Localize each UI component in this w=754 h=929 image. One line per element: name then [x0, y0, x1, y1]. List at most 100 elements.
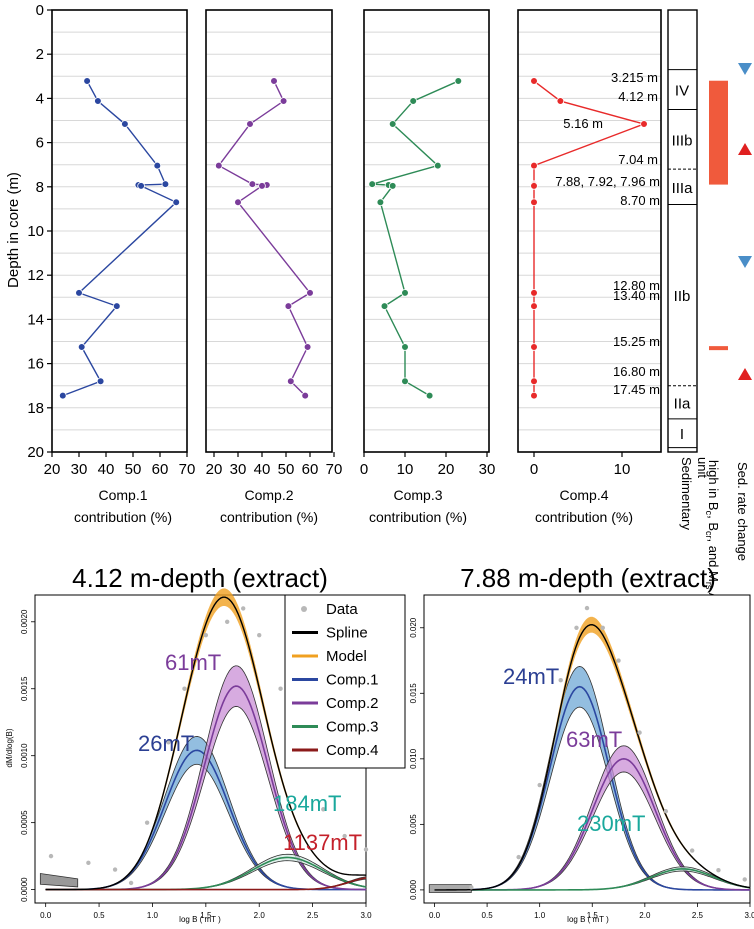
- data-point: [640, 120, 648, 128]
- data-point: [530, 289, 538, 297]
- data-point: [248, 180, 257, 188]
- x-tick-label: 2.5: [307, 911, 319, 920]
- spectrum-right: 0.0 0.5 1.0 1.5 2.0 2.5 3.0 0.000 0.005 0.010 0.01…: [409, 594, 754, 920]
- x-tick-label: 1.5: [200, 911, 212, 920]
- data-point: [409, 97, 418, 105]
- data-point: [401, 377, 409, 386]
- data-point: [83, 77, 91, 85]
- depth-label: 8.70 m: [620, 193, 660, 208]
- data-point: [637, 730, 642, 735]
- data-point: [75, 289, 83, 297]
- depth-ticks: 0 2 4 6 8 10 12 14 16 18 20: [27, 2, 52, 461]
- data-point: [433, 161, 442, 170]
- depth-label: 5.16 m: [563, 116, 603, 131]
- data-point: [530, 198, 538, 207]
- depth-axis-label: Depth in core (m): [5, 172, 22, 288]
- right-annot-230mt: 230mT: [577, 811, 645, 836]
- data-point: [530, 161, 538, 170]
- data-point: [530, 377, 538, 386]
- data-point: [556, 97, 565, 105]
- low-field-band: [39, 873, 79, 888]
- depth-label: 3.215 m: [611, 70, 658, 85]
- x-tick-label: 0.5: [482, 911, 494, 920]
- high-in-text: high in B: [706, 460, 721, 511]
- panel-frame: [51, 9, 188, 453]
- data-point: [558, 677, 563, 683]
- right-annot-24mt: 24mT: [503, 664, 559, 689]
- and-m: , and M: [706, 539, 721, 582]
- legend: Data Spline Model Comp.1 Comp.2 Comp.3 Comp.4: [284, 594, 406, 769]
- data-point: [258, 182, 266, 190]
- y-tick-label: 0.0010: [20, 743, 29, 768]
- plot-frame: [423, 594, 751, 904]
- data-point: [380, 302, 389, 310]
- data-point: [516, 854, 521, 860]
- high-in-bar-thin: [709, 346, 728, 351]
- left-annot-61mt: 61mT: [165, 650, 221, 675]
- comma-b: , B: [706, 515, 721, 531]
- depth-plots: Depth in core (m) 0 2 4 6 8 10 12 14 16 18 20 20 30…: [5, 2, 752, 616]
- x-tick-label: 0: [360, 461, 368, 478]
- data-point: [425, 391, 434, 400]
- x-tick-label: 3.0: [360, 911, 372, 920]
- data-point: [137, 182, 145, 190]
- sed-rate-increase-marker: [738, 368, 752, 380]
- y-tick-label: 2: [36, 46, 44, 63]
- sedimentary-unit-column: IV IIIb IIIa IIb IIa I: [667, 9, 698, 453]
- data-point: [530, 302, 538, 310]
- panel-frame: [363, 9, 490, 453]
- legend-label: Comp.4: [326, 742, 379, 759]
- comp2-xlabel-1: Comp.2: [244, 487, 293, 503]
- x-tick-label: 1.0: [534, 911, 546, 920]
- x-tick-label: 0.5: [94, 911, 106, 920]
- data-point: [96, 377, 105, 386]
- data-point: [716, 868, 721, 873]
- data-point: [321, 807, 326, 812]
- depth-label: 7.88, 7.92, 7.96 m: [555, 174, 660, 189]
- y-tick-label: 0.005: [409, 814, 418, 835]
- data-point: [279, 97, 288, 105]
- panel-comp2: 20 30 40 50 60 70: [205, 9, 343, 478]
- data-point: [303, 343, 312, 351]
- left-annot-26mt: 26mT: [138, 731, 194, 756]
- x-tick-label: 0.0: [40, 911, 52, 920]
- data-point: [388, 182, 397, 190]
- unit-label: IIb: [674, 288, 691, 305]
- x-tick-label: 60: [302, 461, 319, 478]
- x-tick-label: 2.0: [639, 911, 651, 920]
- x-tick-label: 20: [206, 461, 223, 478]
- data-point: [241, 606, 246, 611]
- bc-sub: c: [704, 511, 714, 516]
- x-tick-label: 70: [179, 461, 196, 478]
- legend-box: [284, 594, 406, 769]
- panel-comp1: 20 30 40 50 60 70: [44, 9, 196, 478]
- y-tick-label: 0.0015: [20, 676, 29, 701]
- legend-data-marker: [301, 606, 307, 612]
- data-point: [121, 120, 129, 128]
- data-point: [113, 302, 121, 310]
- series-line: [372, 80, 459, 397]
- legend-label: Model: [326, 648, 367, 665]
- x-tick-label: 20: [438, 461, 455, 478]
- y-tick-label: 14: [27, 311, 44, 328]
- legend-label: Comp.1: [326, 672, 379, 689]
- y-tick-label: 18: [27, 400, 44, 417]
- y-tick-label: 16: [27, 356, 44, 373]
- y-tick-label: 0.000: [409, 879, 418, 900]
- y-tick-label: 0.0005: [20, 810, 29, 835]
- x-tick-label: 70: [326, 461, 343, 478]
- y-tick-label: 0.010: [409, 748, 418, 769]
- unit-label: I: [680, 426, 684, 443]
- data-point: [215, 161, 223, 170]
- data-point: [388, 120, 397, 128]
- data-point: [286, 377, 295, 386]
- x-tick-label: 3.0: [744, 911, 754, 920]
- data-point: [376, 198, 385, 207]
- y-tick-label: 0: [36, 2, 44, 19]
- comp4-xlabel-1: Comp.4: [559, 487, 608, 503]
- data-point: [663, 809, 669, 814]
- x-tick-label: 0.0: [429, 911, 441, 920]
- data-point: [530, 391, 538, 400]
- comp2-xlabel-2: contribution (%): [220, 509, 318, 525]
- unit-label: IIa: [674, 395, 691, 412]
